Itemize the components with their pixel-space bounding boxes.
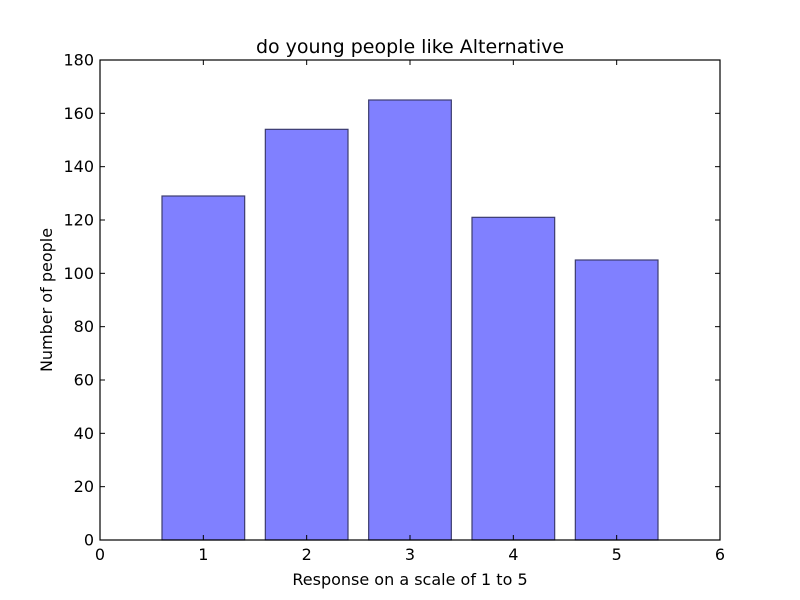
bar-4 xyxy=(471,216,556,541)
y-tick-label: 60 xyxy=(74,371,94,390)
y-tick-label: 0 xyxy=(84,531,94,550)
bar-3 xyxy=(368,99,452,541)
y-tick-label: 160 xyxy=(63,104,94,123)
x-tick-label: 4 xyxy=(508,545,518,564)
x-tick-label: 6 xyxy=(715,545,725,564)
x-tick-label: 3 xyxy=(405,545,415,564)
x-axis-label: Response on a scale of 1 to 5 xyxy=(292,570,527,589)
bar-2 xyxy=(264,128,349,541)
bars-group xyxy=(161,99,659,541)
y-tick-label: 100 xyxy=(63,264,94,283)
bar-5 xyxy=(574,259,659,541)
x-tick-label: 2 xyxy=(302,545,312,564)
y-tick-label: 20 xyxy=(74,477,94,496)
y-tick-label: 40 xyxy=(74,424,94,443)
plot-frame xyxy=(99,59,721,541)
chart-title: do young people like Alternative xyxy=(256,36,564,58)
y-tick-label: 180 xyxy=(63,51,94,70)
y-axis-label: Number of people xyxy=(37,228,56,372)
x-tick-label: 1 xyxy=(198,545,208,564)
y-tick-label: 120 xyxy=(63,211,94,230)
bar-1 xyxy=(161,195,246,541)
y-tick-label: 140 xyxy=(63,157,94,176)
x-tick-label: 0 xyxy=(95,545,105,564)
y-tick-label: 80 xyxy=(74,317,94,336)
x-tick-label: 5 xyxy=(612,545,622,564)
